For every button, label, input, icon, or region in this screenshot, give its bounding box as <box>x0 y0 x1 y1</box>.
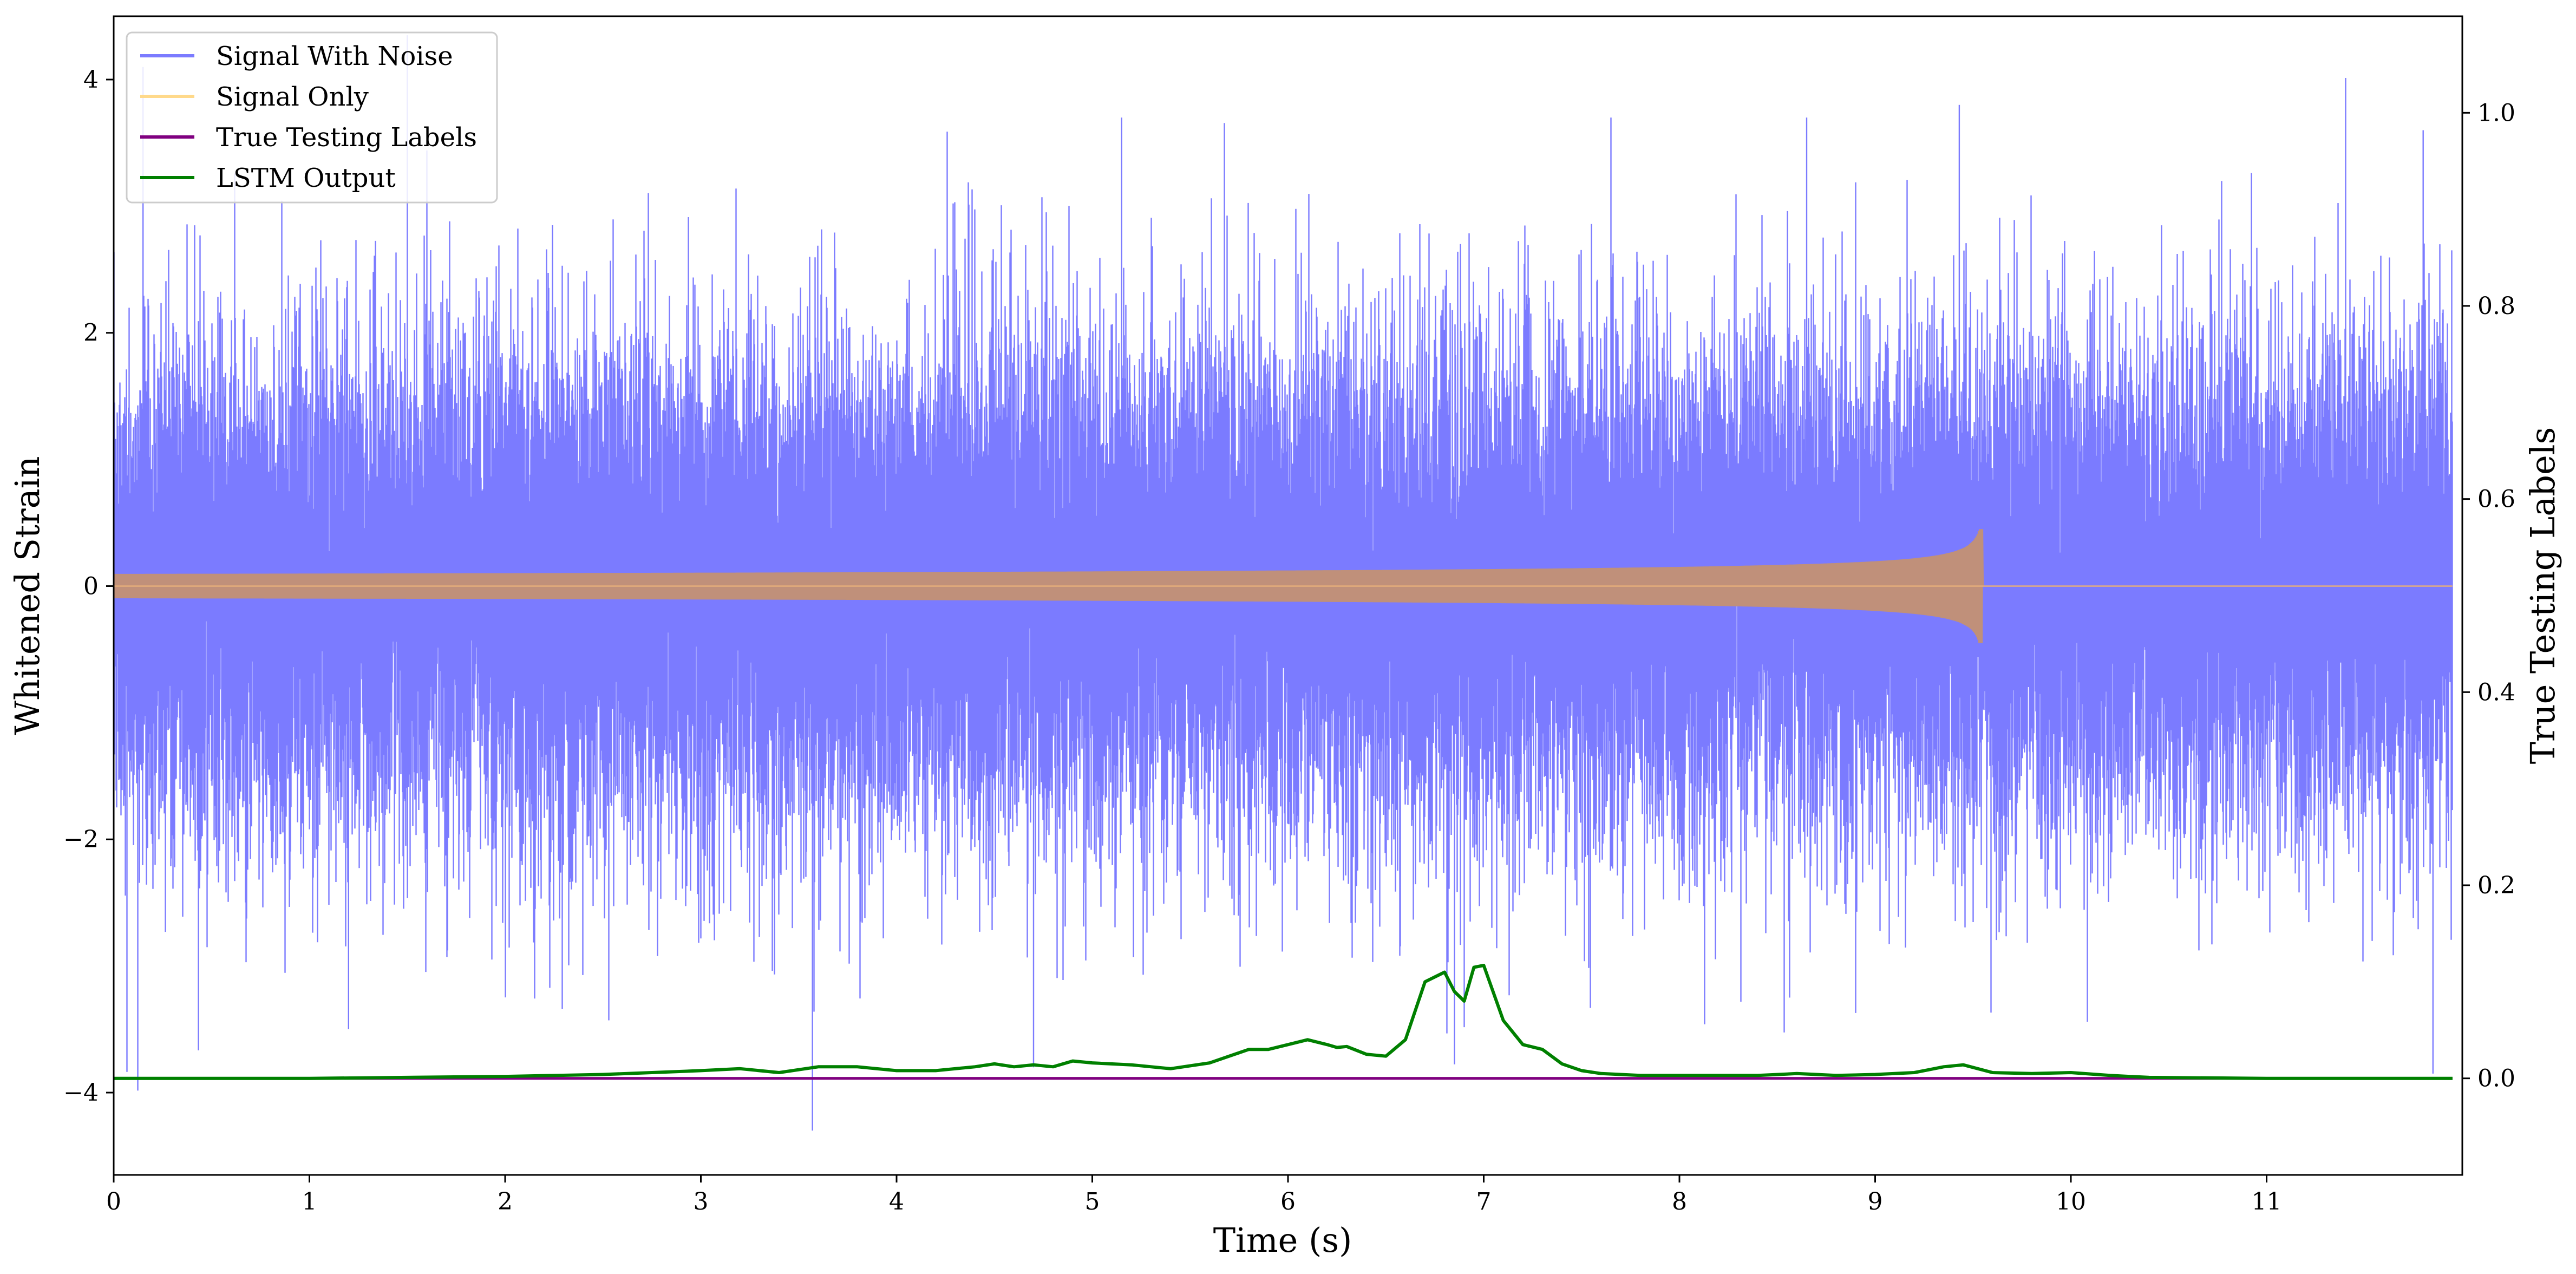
y-tick-label: −4 <box>63 1079 99 1107</box>
legend: Signal With Noise Signal Only True Testing… <box>126 31 498 204</box>
legend-label: LSTM Output <box>216 163 396 193</box>
y-axis-left: 4 2 0 −2 −4 <box>63 66 114 1107</box>
y-axis-title: Whitened Strain <box>8 456 47 735</box>
x-tick-label: 3 <box>694 1188 709 1216</box>
x-tick-label: 10 <box>2056 1188 2086 1216</box>
y2-tick-label: 0.0 <box>2477 1065 2515 1093</box>
y-tick-label: 2 <box>83 319 99 347</box>
lstm-output-line <box>114 964 2453 1080</box>
y2-tick-label: 1.0 <box>2477 99 2515 127</box>
legend-box <box>126 31 498 204</box>
legend-label: Signal Only <box>216 82 369 112</box>
lstm-output-series <box>114 964 2453 1080</box>
x-tick-label: 9 <box>1868 1188 1883 1216</box>
x-tick-label: 5 <box>1085 1188 1100 1216</box>
x-tick-label: 11 <box>2252 1188 2282 1216</box>
x-tick-label: 0 <box>106 1188 121 1216</box>
legend-label: Signal With Noise <box>216 41 453 71</box>
y2-tick-label: 0.4 <box>2477 678 2515 706</box>
y2-axis-title: True Testing Labels <box>2523 427 2562 765</box>
y2-tick-label: 0.8 <box>2477 292 2515 320</box>
x-tick-label: 7 <box>1476 1188 1492 1216</box>
x-tick-label: 8 <box>1672 1188 1687 1216</box>
y-tick-label: −2 <box>63 826 99 853</box>
y-tick-label: 0 <box>83 572 99 600</box>
signal-only-series <box>114 529 2453 643</box>
x-tick-label: 4 <box>889 1188 904 1216</box>
x-tick-label: 6 <box>1280 1188 1296 1216</box>
y2-tick-label: 0.2 <box>2477 872 2515 899</box>
legend-label: True Testing Labels <box>216 122 477 153</box>
x-tick-label: 2 <box>498 1188 513 1216</box>
x-axis-title: Time (s) <box>1213 1220 1352 1260</box>
x-axis: 0 1 2 3 4 5 6 7 8 9 10 11 <box>106 1175 2282 1216</box>
y-tick-label: 4 <box>83 66 99 94</box>
y2-tick-label: 0.6 <box>2477 486 2515 513</box>
y-axis-right: 1.0 0.8 0.6 0.4 0.2 0.0 <box>2462 99 2515 1093</box>
x-tick-label: 1 <box>302 1188 317 1216</box>
